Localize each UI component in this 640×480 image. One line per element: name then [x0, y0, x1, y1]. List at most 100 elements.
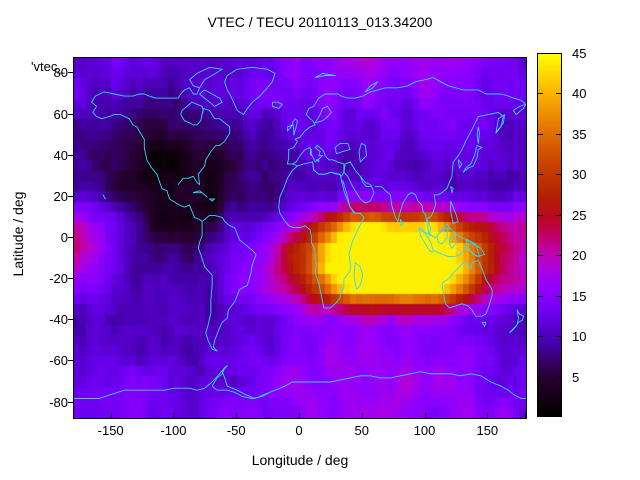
colorbar-tickmark: [538, 295, 543, 297]
x-tick-label: -150: [97, 423, 124, 438]
y-tickmark: [68, 360, 73, 362]
x-tickmark: [236, 413, 238, 418]
vtec-heatmap: [74, 58, 526, 418]
colorbar-tick-label: 30: [572, 167, 587, 183]
colorbar-tick-label: 40: [572, 86, 587, 102]
coastline-path: [466, 240, 485, 256]
y-tickmark: [68, 154, 73, 156]
colorbar-tickmark: [538, 174, 543, 176]
y-tick-label: 40: [53, 147, 68, 163]
colorbar-tick-label: 20: [572, 248, 587, 264]
page-title: VTEC / TECU 20110113_013.34200: [207, 14, 433, 30]
colorbar-tick-label: 5: [572, 369, 580, 385]
colorbar-tick-label: 10: [572, 329, 587, 345]
y-tick-label: -20: [49, 271, 68, 287]
coastline-path: [316, 160, 319, 162]
y-tick-label: -40: [49, 312, 68, 328]
coastline-path: [225, 67, 275, 114]
x-tick-label: 150: [476, 423, 499, 438]
coastline-path: [287, 78, 526, 164]
coastline-path: [451, 187, 454, 193]
x-tickmark: [73, 413, 74, 418]
coastline-path: [210, 199, 215, 201]
x-tickmark: [173, 413, 175, 418]
coastline-path: [449, 236, 457, 248]
coastline-overlay: [74, 58, 526, 418]
colorbar-tickmark: [538, 133, 543, 135]
coastline-path: [482, 322, 486, 326]
coastline-path: [315, 106, 331, 123]
coastline-path: [442, 261, 492, 317]
coastline-path: [360, 176, 371, 186]
plot-key-label: 'vtec_: [31, 59, 65, 74]
coastline-path: [103, 195, 106, 199]
coastline-path: [365, 82, 378, 92]
coastline-path: [359, 143, 367, 162]
map-plot-area[interactable]: [73, 57, 527, 419]
colorbar[interactable]: [537, 53, 562, 417]
coastline-path: [198, 215, 256, 351]
colorbar-gradient: [537, 53, 562, 417]
coastline-path: [181, 102, 204, 125]
coastline-path: [419, 228, 433, 253]
x-tick-label: -50: [226, 423, 246, 438]
colorbar-tickmark: [556, 133, 561, 135]
coastline-path: [496, 115, 505, 134]
coastline-path: [279, 162, 364, 308]
y-tick-label: 60: [53, 106, 68, 122]
colorbar-tickmark: [538, 53, 543, 54]
colorbar-tickmark: [538, 93, 543, 95]
x-tick-label: 0: [295, 423, 303, 438]
y-tickmark: [68, 401, 73, 403]
x-axis-title: Longitude / deg: [251, 452, 349, 468]
colorbar-tickmark: [556, 336, 561, 338]
x-tickmark: [110, 413, 112, 418]
coastline-path: [513, 104, 526, 114]
colorbar-tickmark: [556, 174, 561, 176]
coastline-path: [74, 366, 526, 399]
y-tickmark: [68, 278, 73, 280]
colorbar-tickmark: [556, 214, 561, 216]
coastline-path: [451, 201, 459, 224]
coastline-path: [400, 220, 403, 226]
coastline-path: [92, 102, 203, 221]
coastline-path: [190, 67, 223, 88]
colorbar-tickmark: [538, 214, 543, 216]
coastline-path: [437, 228, 448, 245]
coastline-path: [344, 162, 374, 203]
x-tickmark: [424, 413, 426, 418]
coastline-path: [510, 310, 524, 333]
coastline-path: [310, 150, 311, 156]
colorbar-tickmark: [556, 53, 561, 54]
coastline-path: [272, 102, 282, 108]
colorbar-tick-label: 25: [572, 207, 587, 223]
x-tickmark: [525, 413, 526, 418]
coastline-path: [315, 73, 335, 77]
coastline-path: [354, 263, 363, 290]
y-tickmark: [68, 195, 73, 197]
coastline-path: [92, 88, 200, 102]
colorbar-tickmark: [538, 255, 543, 257]
coastline-path: [212, 368, 270, 399]
x-tickmark: [299, 413, 300, 418]
x-tickmark: [487, 413, 489, 418]
x-tick-label: 50: [354, 423, 369, 438]
y-tickmark: [68, 72, 73, 74]
y-tickmark: [68, 237, 73, 238]
coastline-path: [178, 176, 199, 184]
colorbar-tickmark: [556, 255, 561, 257]
x-tick-label: -100: [160, 423, 187, 438]
colorbar-tickmark: [556, 93, 561, 95]
colorbar-tickmark: [538, 336, 543, 338]
colorbar-tick-label: 35: [572, 126, 587, 142]
x-tickmark: [361, 413, 363, 418]
coastline-path: [375, 113, 503, 236]
y-tick-label: -80: [49, 394, 68, 410]
coastline-path: [335, 143, 350, 153]
coastline-path: [200, 90, 223, 106]
colorbar-tickmark: [556, 376, 561, 378]
coastline-path: [193, 191, 207, 197]
coastline-path: [477, 127, 480, 143]
y-tick-label: 80: [53, 65, 68, 81]
